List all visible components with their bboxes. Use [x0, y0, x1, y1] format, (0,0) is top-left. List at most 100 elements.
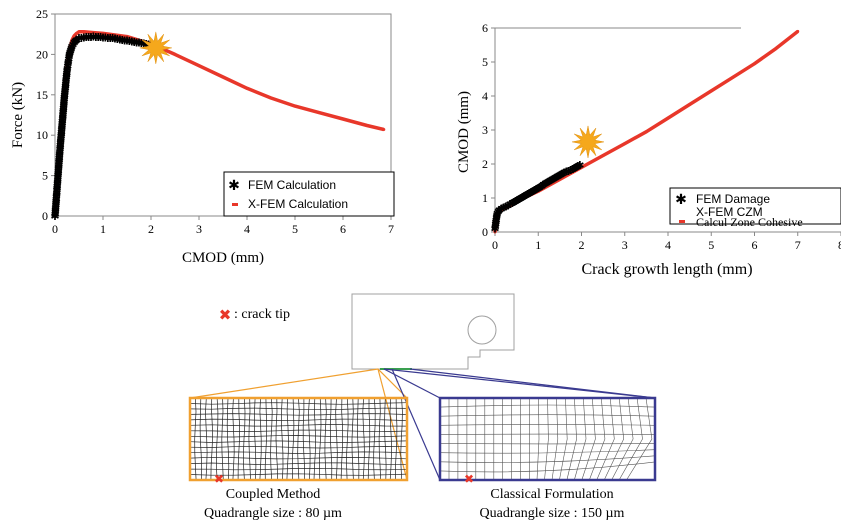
chart1-xfem-point [317, 111, 321, 115]
chart1-fem-point: ✱ [98, 32, 107, 44]
chart2-fem-point: ✱ [492, 215, 501, 227]
chart1-y-tick-label: 15 [36, 88, 48, 102]
chart2-xfem-point [666, 116, 670, 120]
chart2-fem-point: ✱ [516, 193, 525, 205]
chart1-fem-point: ✱ [52, 187, 61, 199]
chart1-legend-label-xfem: X-FEM Calculation [248, 197, 348, 211]
chart1-fem-point: ✱ [59, 105, 68, 117]
chart1-fem-point: ✱ [79, 32, 88, 44]
chart1-fem-point: ✱ [56, 140, 65, 152]
classical-mesh-line [581, 397, 596, 481]
chart2-fem-point: ✱ [546, 176, 555, 188]
chart1-fem-point: ✱ [103, 33, 112, 45]
coupled-mesh-line [270, 397, 273, 481]
coupled-mesh-line [395, 397, 398, 481]
chart1-fem-point: ✱ [53, 179, 62, 191]
zoom-lines-right [383, 368, 656, 481]
coupled-mesh-line [291, 397, 295, 481]
coupled-mesh-line [335, 397, 338, 481]
chart1-fem-point: ✱ [54, 168, 63, 180]
chart2-fem-point: ✱ [513, 195, 522, 207]
chart1-fem-point: ✱ [64, 56, 73, 68]
chart2-x-tick-label: 5 [708, 238, 714, 252]
classical-mesh-line [439, 455, 656, 463]
coupled-mesh-line [210, 397, 213, 481]
chart1-fem-point: ✱ [63, 61, 72, 73]
chart1-fem-point: ✱ [53, 177, 62, 189]
chart2-fem-point: ✱ [564, 166, 573, 178]
chart1-series: ✱✱✱✱✱✱✱✱✱✱✱✱✱✱✱✱✱✱✱✱✱✱✱✱✱✱✱✱✱✱✱✱✱✱✱✱✱✱✱✱… [50, 30, 386, 223]
chart1-fem-point: ✱ [94, 32, 103, 44]
chart1-fem-point: ✱ [54, 166, 63, 178]
chart2-xfem-point [709, 89, 713, 93]
classical-mesh-line [544, 397, 549, 481]
chart1-fem-point: ✱ [52, 190, 61, 202]
chart1-xfem-point [63, 89, 67, 93]
chart2-y-tick-label: 2 [482, 157, 488, 171]
chart2-xfem-point [623, 142, 627, 146]
coupled-mesh-line [194, 397, 197, 481]
chart2-y-axis-label: CMOD (mm) [456, 91, 472, 173]
chart1-fem-point: ✱ [62, 68, 71, 80]
chart1-fem-point: ✱ [51, 205, 60, 217]
chart1-fem-point: ✱ [60, 90, 69, 102]
coupled-mesh-line [243, 397, 246, 481]
chart1-fem-point: ✱ [77, 33, 86, 45]
chart1-xfem-point [269, 96, 273, 100]
specimen-hole [467, 315, 497, 345]
chart2-fem-point: ✱ [491, 221, 500, 233]
chart1-x-tick-label: 1 [100, 222, 106, 236]
coupled-mesh-line [378, 397, 381, 481]
chart2-fem-point: ✱ [562, 167, 571, 179]
chart1-fem-point: ✱ [60, 92, 69, 104]
chart1-fem-point: ✱ [57, 125, 66, 137]
coupled-mesh-line [400, 397, 403, 481]
coupled-mesh-line [286, 397, 289, 481]
chart1-fem-point: ✱ [56, 133, 65, 145]
chart2-xfem-point [688, 103, 692, 106]
crack-tip-legend-icon: ✖ [219, 307, 232, 324]
chart2-fem-point: ✱ [505, 199, 514, 211]
chart1-crack-initiation-star [139, 31, 172, 64]
chart1-fem-point: ✱ [130, 37, 139, 49]
chart1-legend: ✱ FEM Calculation X-FEM Calculation [223, 171, 395, 217]
chart1-fem-point: ✱ [86, 32, 95, 44]
chart1-xfem-point [60, 117, 64, 121]
chart2-fem-point: ✱ [508, 198, 517, 210]
chart2-xfem-point [536, 189, 540, 193]
chart1-fem-point: ✱ [51, 198, 60, 210]
chart1-fem-point: ✱ [108, 33, 117, 45]
chart2-fem-point: ✱ [527, 187, 536, 199]
coupled-mesh-line [189, 435, 408, 438]
chart2-fem-point: ✱ [523, 189, 532, 201]
chart2-fem-point: ✱ [528, 186, 537, 198]
chart2-ticks: 0 1 2 3 4 5 6 0 1 2 3 4 5 6 7 8 [482, 21, 841, 252]
coupled-mesh-line [281, 397, 284, 481]
coupled-mesh-line [253, 397, 257, 481]
chart1-fem-point: ✱ [82, 32, 91, 44]
chart1-fem-point: ✱ [56, 138, 65, 150]
coupled-mesh-line [373, 397, 376, 481]
chart1-fem-point: ✱ [71, 36, 80, 48]
coupled-mesh-line [216, 397, 219, 481]
chart2-xfem-point [774, 46, 778, 50]
chart1-fem-point: ✱ [106, 33, 115, 45]
chart2-fem-point: ✱ [518, 192, 527, 204]
chart1-fem-point: ✱ [122, 36, 131, 48]
chart1-fem-point: ✱ [60, 94, 69, 106]
chart2-xfem-point [493, 230, 497, 234]
coupled-mesh-line [324, 397, 327, 481]
chart1-xfem-point [53, 214, 57, 218]
classical-formulation-size: Quadrangle size : 150 µm [480, 506, 625, 521]
coupled-mesh-line [362, 397, 365, 481]
chart1-fem-point: ✱ [55, 153, 64, 165]
chart1-y-tick-label: 10 [36, 128, 48, 142]
chart1-fem-point: ✱ [52, 192, 61, 204]
chart2-x-tick-label: 2 [579, 238, 585, 252]
chart1-fem-point: ✱ [58, 116, 67, 128]
chart1-fem-point: ✱ [62, 70, 71, 82]
coupled-mesh-line [237, 397, 240, 481]
chart1-fem-point: ✱ [67, 41, 76, 53]
chart1-fem-point: ✱ [134, 38, 143, 50]
classical-formulation-crack-tip: ✖ [464, 472, 474, 486]
